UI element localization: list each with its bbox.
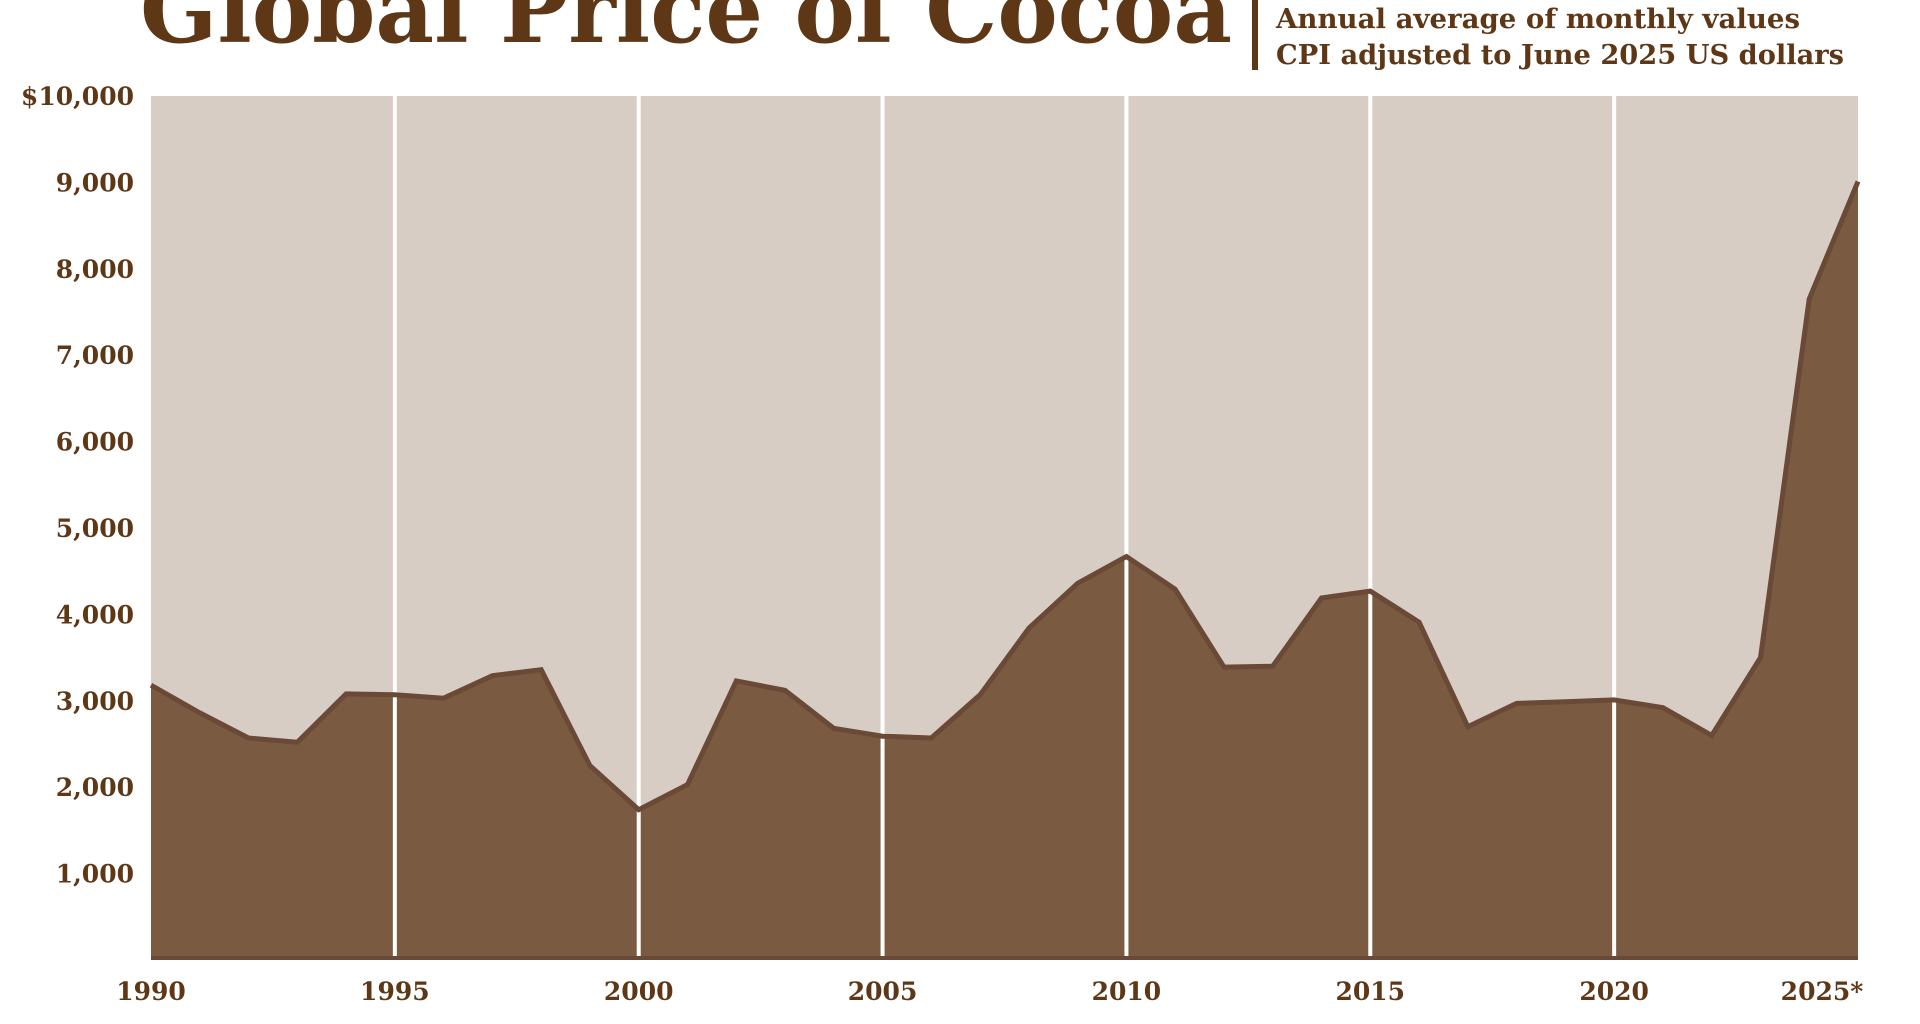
x-tick-label: 2005 [848, 977, 918, 1006]
y-axis-tick-labels: $10,000 9,000 8,000 7,000 6,000 5,000 4,000 3,0… [21, 82, 134, 889]
x-tick-label: 2025* [1781, 977, 1864, 1006]
x-axis-baseline [151, 956, 1858, 960]
y-tick-label: 8,000 [56, 255, 134, 284]
x-tick-label: 2020 [1579, 977, 1649, 1006]
title-divider [1252, 0, 1258, 70]
price-line [149, 180, 1861, 813]
x-tick-label: 1990 [116, 977, 186, 1006]
x-tick-label: 2000 [604, 977, 674, 1006]
chart-subtitle-line-1: Annual average of monthly values [1275, 4, 1800, 35]
chart-header: Global Price of Cocoa Annual average of … [140, 0, 1844, 71]
vertical-gridlines [392, 96, 1617, 960]
y-tick-label: $10,000 [21, 82, 134, 111]
chart-title: Global Price of Cocoa [140, 0, 1232, 64]
y-tick-label: 2,000 [56, 773, 134, 802]
x-tick-label: 2015 [1335, 977, 1405, 1006]
y-tick-label: 5,000 [56, 514, 134, 543]
x-tick-label: 2010 [1092, 977, 1162, 1006]
y-tick-label: 6,000 [56, 428, 134, 457]
y-tick-label: 1,000 [56, 860, 134, 889]
y-tick-label: 3,000 [56, 687, 134, 716]
y-tick-label: 7,000 [56, 341, 134, 370]
y-tick-label: 9,000 [56, 168, 134, 197]
chart-subtitle-line-2: CPI adjusted to June 2025 US dollars [1276, 40, 1844, 71]
price-area-fill [151, 181, 1858, 960]
x-axis-tick-labels: 1990 1995 2000 2005 2010 2015 2020 2025* [116, 977, 1863, 1006]
x-tick-label: 1995 [360, 977, 430, 1006]
y-tick-label: 4,000 [56, 600, 134, 629]
